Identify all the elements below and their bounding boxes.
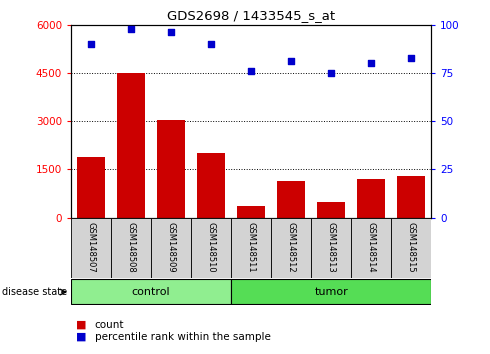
- Text: percentile rank within the sample: percentile rank within the sample: [95, 332, 270, 342]
- Bar: [237, 206, 265, 218]
- Bar: [392, 218, 431, 278]
- Point: [207, 41, 215, 47]
- Bar: [311, 218, 351, 278]
- Text: GSM148515: GSM148515: [407, 222, 416, 273]
- Text: disease state: disease state: [2, 287, 68, 297]
- Point: [287, 59, 295, 64]
- Bar: [117, 73, 145, 218]
- Point: [407, 55, 415, 61]
- Text: GSM148512: GSM148512: [287, 222, 295, 273]
- Text: GSM148513: GSM148513: [327, 222, 336, 273]
- Text: GSM148507: GSM148507: [87, 222, 96, 273]
- Bar: [197, 153, 225, 218]
- Bar: [277, 181, 305, 218]
- Bar: [111, 218, 151, 278]
- Text: GSM148511: GSM148511: [246, 222, 256, 273]
- Point: [368, 61, 375, 66]
- Point: [167, 30, 175, 35]
- Bar: [231, 218, 271, 278]
- Bar: [351, 218, 391, 278]
- Text: GSM148508: GSM148508: [126, 222, 136, 273]
- Bar: [317, 202, 345, 218]
- Text: GSM148510: GSM148510: [207, 222, 216, 273]
- Title: GDS2698 / 1433545_s_at: GDS2698 / 1433545_s_at: [167, 9, 335, 22]
- Bar: [357, 179, 385, 218]
- Bar: [77, 156, 105, 218]
- Point: [247, 68, 255, 74]
- Bar: [71, 279, 231, 304]
- Text: GSM148514: GSM148514: [367, 222, 376, 273]
- Text: count: count: [95, 320, 124, 330]
- Point: [327, 70, 335, 76]
- Bar: [191, 218, 231, 278]
- Text: ■: ■: [76, 320, 86, 330]
- Bar: [271, 218, 311, 278]
- Bar: [71, 218, 111, 278]
- Text: GSM148509: GSM148509: [167, 222, 175, 273]
- Text: control: control: [132, 286, 171, 297]
- Point: [127, 26, 135, 32]
- Bar: [157, 120, 185, 218]
- Point: [87, 41, 95, 47]
- Bar: [397, 176, 425, 218]
- Text: ■: ■: [76, 332, 86, 342]
- Text: tumor: tumor: [314, 286, 348, 297]
- Bar: [231, 279, 431, 304]
- Bar: [151, 218, 191, 278]
